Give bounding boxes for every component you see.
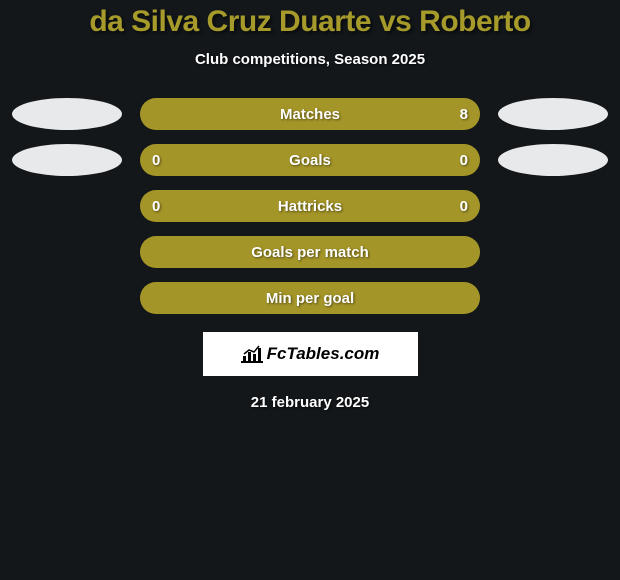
- stat-left-value: 0: [152, 152, 160, 169]
- left-ellipse: [12, 144, 122, 176]
- stat-bar: 0 Hattricks 0: [140, 190, 480, 222]
- stat-bar: Goals per match: [140, 236, 480, 268]
- stat-label: Goals per match: [251, 244, 369, 261]
- logo-box: FcTables.com: [203, 332, 418, 376]
- stat-bar: Min per goal: [140, 282, 480, 314]
- stat-right-value: 8: [460, 106, 468, 123]
- stat-row: Goals per match: [0, 236, 620, 268]
- comparison-infographic: da Silva Cruz Duarte vs Roberto Club com…: [0, 0, 620, 411]
- stat-bar: 0 Goals 0: [140, 144, 480, 176]
- stat-label: Hattricks: [278, 198, 342, 215]
- stat-right-value: 0: [460, 198, 468, 215]
- chart-icon: [241, 345, 263, 363]
- subtitle: Club competitions, Season 2025: [0, 51, 620, 68]
- logo-text: FcTables.com: [267, 344, 380, 364]
- stat-row: Matches 8: [0, 98, 620, 130]
- stat-row: Min per goal: [0, 282, 620, 314]
- player1-name: da Silva Cruz Duarte: [89, 5, 371, 38]
- stat-label: Min per goal: [266, 290, 354, 307]
- stat-left-value: 0: [152, 198, 160, 215]
- stat-row: 0 Hattricks 0: [0, 190, 620, 222]
- stat-label: Matches: [280, 106, 340, 123]
- player2-name: Roberto: [419, 5, 531, 38]
- stat-right-value: 0: [460, 152, 468, 169]
- logo: FcTables.com: [241, 344, 380, 364]
- vs-text: vs: [379, 5, 411, 38]
- stat-row: 0 Goals 0: [0, 144, 620, 176]
- stats-rows: Matches 8 0 Goals 0 0 Hattricks 0 Goals per matc…: [0, 98, 620, 314]
- right-ellipse: [498, 144, 608, 176]
- left-ellipse: [12, 98, 122, 130]
- date-text: 21 february 2025: [0, 394, 620, 411]
- stat-bar: Matches 8: [140, 98, 480, 130]
- stat-label: Goals: [289, 152, 331, 169]
- right-ellipse: [498, 98, 608, 130]
- page-title: da Silva Cruz Duarte vs Roberto: [0, 5, 620, 39]
